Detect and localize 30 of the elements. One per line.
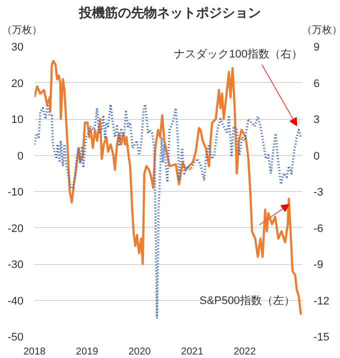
y-axis-title: （万枚） [2,24,42,38]
y2-tick-label: -9 [314,259,324,271]
y2-tick-label: -15 [314,332,330,344]
line-series [34,60,302,316]
x-tick-label: 2020 [128,346,152,358]
y-tick-label: -30 [8,259,24,271]
series-label: S&P500指数（左） [200,294,295,307]
y2-tick-label: -3 [314,186,324,198]
y2-tick-label: 3 [314,114,320,126]
y-tick-label: 0 [17,150,24,162]
y2-tick-label: -6 [314,222,324,235]
y2-tick-label: -12 [314,295,330,308]
y2-axis-title: （万枚） [302,24,340,38]
y-tick-label: 30 [11,42,24,54]
x-tick-label: 2018 [23,346,46,358]
text: ナスダック100指数（右） [174,48,303,61]
y-tick-label: 10 [11,114,24,126]
x-tick-label: 2019 [76,346,99,358]
line-series [34,103,302,320]
y2-tick-label: 0 [314,150,320,162]
y-tick-label: -10 [8,186,24,198]
x-tick-label: 2022 [234,346,256,358]
y-tick-label: -50 [8,332,24,344]
y-tick-label: -20 [8,222,24,235]
y-tick-label: -40 [8,295,24,308]
chart-title: 投機筋の先物ネットポジション [79,4,261,22]
y2-tick-label: 9 [314,42,320,54]
y2-tick-label: 6 [314,78,320,90]
y-tick-label: 20 [11,78,24,90]
x-tick-label: 2021 [181,346,204,358]
